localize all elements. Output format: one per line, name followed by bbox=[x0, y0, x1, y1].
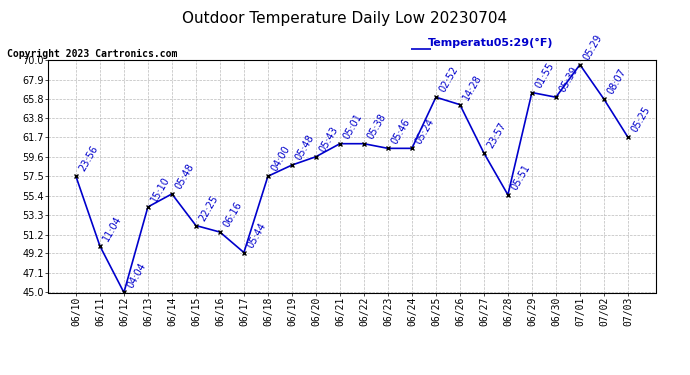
Text: 23:57: 23:57 bbox=[485, 121, 508, 150]
Text: 05:44: 05:44 bbox=[245, 220, 268, 250]
Text: 01:55: 01:55 bbox=[533, 60, 556, 90]
Text: Outdoor Temperature Daily Low 20230704: Outdoor Temperature Daily Low 20230704 bbox=[182, 11, 508, 26]
Text: 05:38: 05:38 bbox=[365, 112, 388, 141]
Text: 04:00: 04:00 bbox=[269, 144, 292, 174]
Text: 05:48: 05:48 bbox=[293, 133, 316, 162]
Text: 05:25: 05:25 bbox=[629, 105, 652, 134]
Text: 02:52: 02:52 bbox=[437, 65, 460, 94]
Text: 05:01: 05:01 bbox=[342, 112, 364, 141]
Text: 06:16: 06:16 bbox=[221, 200, 244, 229]
Text: 04:04: 04:04 bbox=[126, 261, 148, 290]
Text: 05:48: 05:48 bbox=[173, 162, 196, 191]
Text: 15:10: 15:10 bbox=[149, 175, 172, 204]
Text: Temperatu05:29(°F): Temperatu05:29(°F) bbox=[428, 38, 553, 48]
Text: Copyright 2023 Cartronics.com: Copyright 2023 Cartronics.com bbox=[7, 49, 177, 59]
Text: 05:51: 05:51 bbox=[509, 163, 532, 192]
Text: 05:24: 05:24 bbox=[413, 116, 436, 146]
Text: 05:29: 05:29 bbox=[581, 33, 604, 62]
Text: 14:28: 14:28 bbox=[462, 73, 484, 102]
Text: 05:43: 05:43 bbox=[317, 125, 340, 154]
Text: 11:04: 11:04 bbox=[101, 214, 124, 243]
Text: 05:46: 05:46 bbox=[389, 116, 412, 146]
Text: 08:07: 08:07 bbox=[605, 67, 628, 96]
Text: 23:56: 23:56 bbox=[77, 144, 100, 174]
Text: 05:39: 05:39 bbox=[558, 65, 580, 94]
Text: 22:25: 22:25 bbox=[197, 193, 220, 223]
